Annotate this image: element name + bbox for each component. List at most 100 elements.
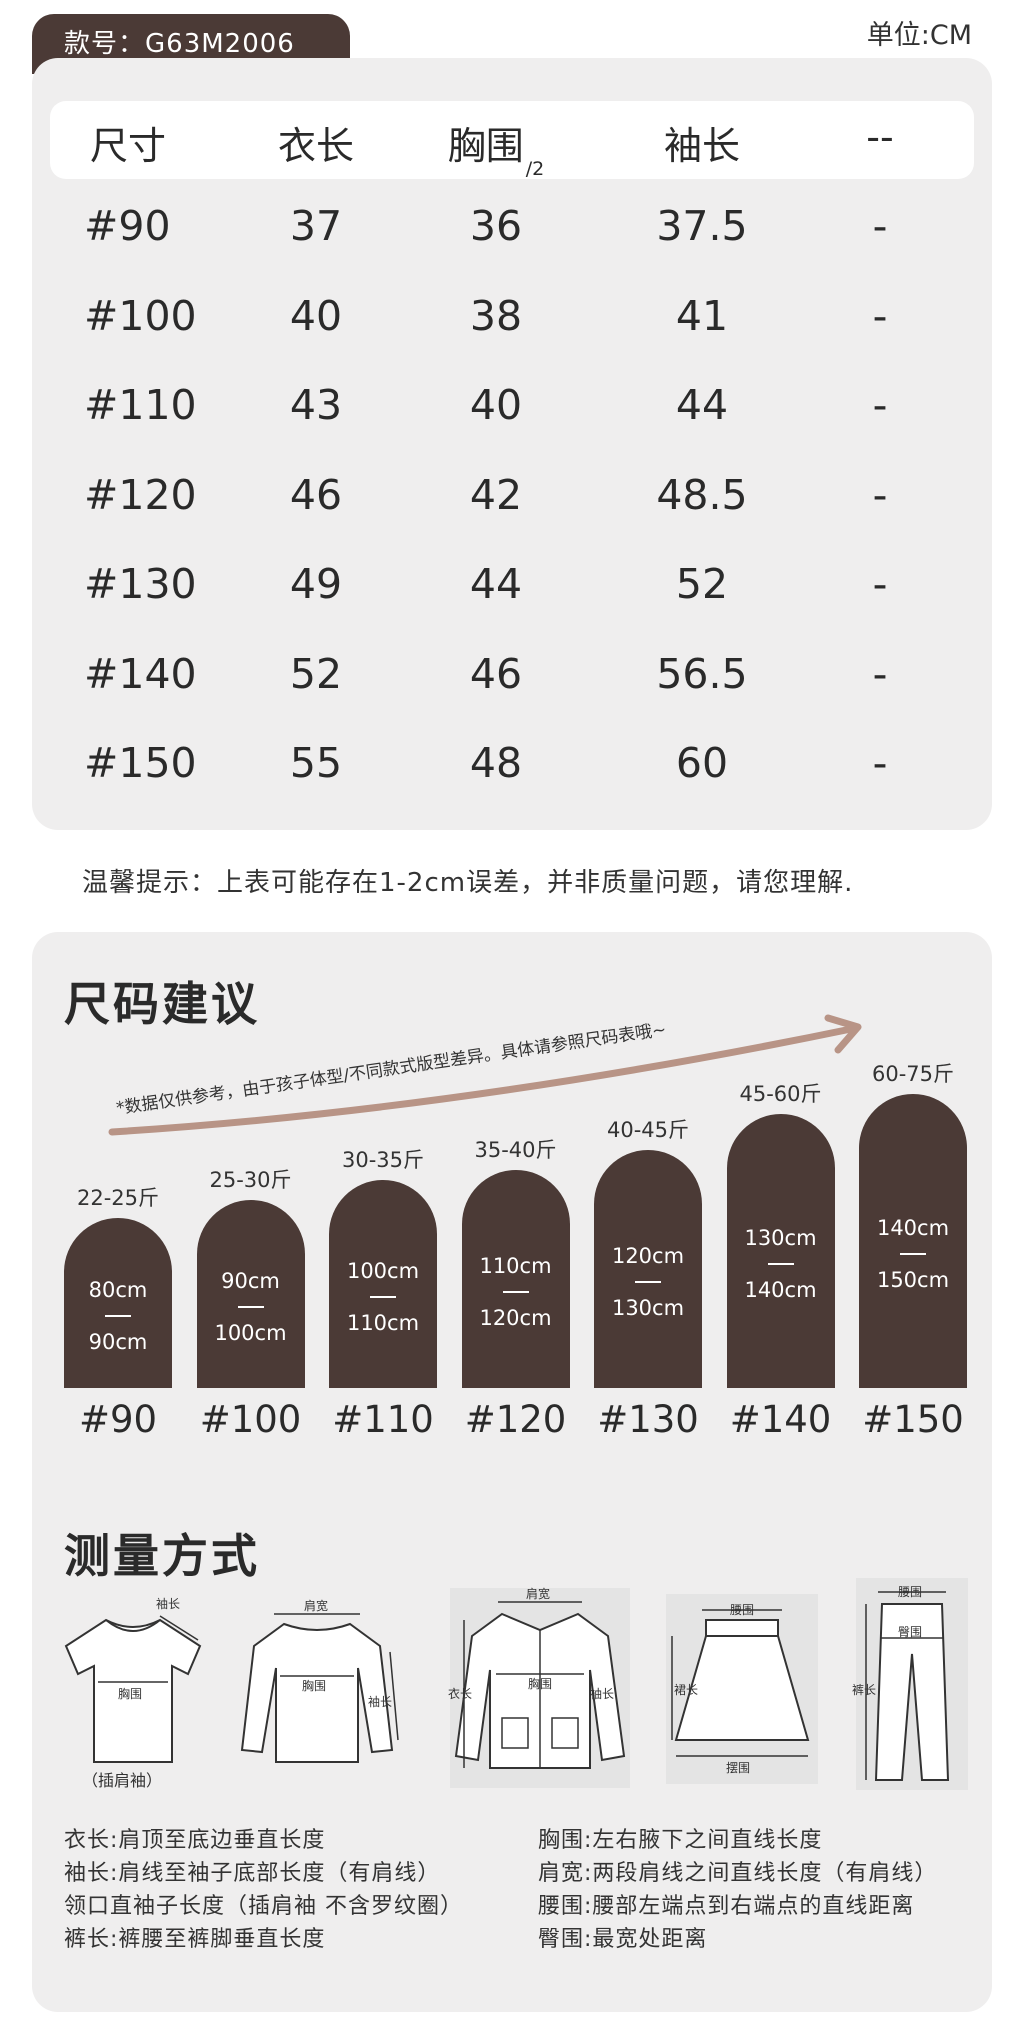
table-cell: 37 [289,202,343,250]
sweater-icon: 肩宽 胸围 袖长 [240,1598,399,1763]
table-cell: 36 [469,202,523,250]
table-cell: 38 [469,291,523,340]
measure-title: 测量方式 [64,1529,260,1583]
height-range-bottom: 90cm [88,1330,148,1354]
col-header-size: 尺寸 [90,124,167,168]
hip-label: 臀围 [898,1625,922,1639]
height-range-bottom: 140cm [744,1278,817,1302]
waist-label-2: 腰围 [898,1585,922,1599]
table-cell: 46 [289,470,343,519]
pants-length-label: 裤长 [852,1683,876,1697]
unit-label: 单位:CM [866,20,972,51]
table-cell: 37.5 [656,202,748,250]
shoulder-label-2: 肩宽 [526,1586,550,1601]
table-cell: - [872,649,888,698]
size-bar [64,1218,172,1388]
height-range-bottom: 150cm [876,1268,950,1292]
def-raglan-sleeve: 领口直袖子长度（插肩袖 不含罗纹圈） [64,1894,463,1919]
height-range-top: 140cm [876,1216,950,1240]
weight-label: 25-30斤 [209,1168,292,1192]
table-cell: 43 [289,381,343,429]
sleeve-label-3: 袖长 [590,1686,614,1701]
height-range-bottom: 120cm [479,1306,552,1330]
size-advice-title: 尺码建议 [64,977,260,1031]
table-cell: 48 [469,739,523,787]
col-header-length: 衣长 [277,124,355,168]
def-sleeve: 袖长:肩线至袖子底部长度（有肩线） [64,1861,441,1886]
size-bar [461,1170,570,1388]
height-range: 140cm 150cm [859,1213,967,1295]
def-chest: 胸围:左右腋下之间直线长度 [538,1828,823,1853]
table-cell: 46 [469,649,523,698]
sleeve-label-2: 袖长 [368,1694,392,1709]
shoulder-label-1: 肩宽 [304,1598,328,1613]
height-range-top: 120cm [611,1244,685,1268]
dash-divider [900,1253,926,1255]
dash-divider [635,1281,661,1283]
weight-label: 35-40斤 [474,1138,557,1162]
chest-label-1: 胸围 [118,1686,142,1701]
weight-label: 22-25斤 [76,1186,160,1210]
raglan-label: （插肩袖） [82,1771,162,1790]
height-range-bottom: 110cm [346,1311,420,1335]
def-pants-length: 裤长:裤腰至裤脚垂直长度 [64,1927,326,1952]
size-bar [726,1114,835,1388]
height-range: 90cm 100cm [197,1266,305,1348]
length-label: 衣长 [448,1686,472,1701]
table-cell: #90 [84,202,171,250]
weight-label: 30-35斤 [341,1148,425,1172]
weight-label: 60-75斤 [871,1062,955,1086]
dash-divider [502,1291,529,1293]
height-range: 130cm 140cm [727,1223,835,1305]
dash-divider [105,1315,131,1317]
jacket-icon: 肩宽 胸围 衣长 袖长 [448,1586,630,1788]
table-cell: 42 [469,470,523,519]
chest-label-2: 胸围 [302,1678,326,1693]
sleeve-label-1: 袖长 [156,1596,180,1611]
table-cell: 40 [289,291,343,340]
hem-label: 摆围 [726,1761,750,1775]
curved-arrow-icon [108,1014,862,1136]
table-cell: 60 [675,739,729,787]
table-cell: 55 [289,739,343,787]
table-cell: 52 [289,649,343,698]
advice-panel [32,932,992,2012]
table-cell: 44 [469,560,523,608]
waist-label-1: 腰围 [730,1603,754,1617]
height-range-bottom: 130cm [611,1296,685,1320]
table-cell: #150 [84,739,197,787]
dash-divider [370,1296,396,1298]
table-cell: - [872,470,888,519]
dash-divider [767,1263,794,1265]
table-cell: - [872,739,888,787]
pants-icon: 腰围 臀围 裤长 [852,1578,968,1790]
height-range: 100cm 110cm [329,1256,437,1338]
height-range-top: 110cm [479,1254,552,1278]
size-bar [329,1180,437,1388]
table-cell: 52 [675,560,729,608]
raglan-tshirt-icon: 袖长 胸围 （插肩袖） [64,1596,202,1790]
height-range-top: 80cm [88,1278,148,1302]
size-bar [859,1094,967,1388]
size-label: #140 [729,1398,832,1441]
table-cell: 56.5 [656,649,748,698]
height-range-top: 100cm [346,1259,420,1283]
def-length: 衣长:肩顶至底边垂直长度 [64,1828,326,1853]
height-range: 120cm 130cm [594,1241,702,1323]
weight-label: 40-45斤 [606,1118,690,1142]
height-range-top: 130cm [744,1226,817,1250]
size-bar [196,1200,305,1388]
size-label: #100 [199,1398,302,1441]
size-label: #120 [464,1398,567,1441]
size-table-header [50,101,974,179]
height-range-bottom: 100cm [214,1321,287,1345]
height-range-top: 90cm [221,1269,280,1293]
table-cell: - [872,202,888,250]
size-table-panel [32,58,992,830]
def-waist: 腰围:腰部左端点到右端点的直线距离 [538,1894,915,1919]
dash-divider [237,1306,264,1308]
table-cell: #120 [84,470,197,519]
table-cell: 44 [675,381,729,429]
table-cell: 40 [469,381,523,429]
table-cell: - [872,291,888,340]
